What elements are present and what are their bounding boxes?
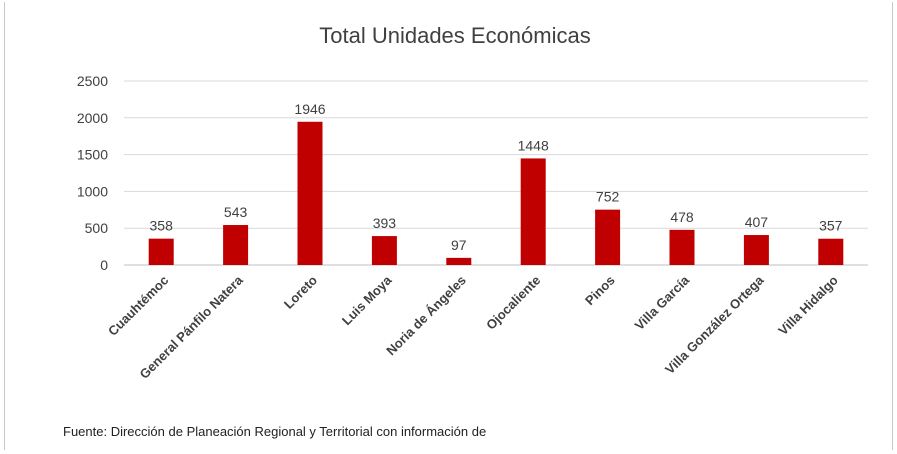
y-tick-label: 2000 bbox=[77, 110, 108, 126]
x-tick-label: Loreto bbox=[281, 272, 320, 311]
x-tick-label: Villa Hidalgo bbox=[775, 272, 841, 338]
bar bbox=[148, 238, 174, 265]
data-label: 357 bbox=[819, 218, 843, 234]
y-tick-label: 1000 bbox=[77, 183, 108, 199]
bar bbox=[223, 225, 249, 265]
data-label: 543 bbox=[224, 204, 248, 220]
x-tick-label: Cuauhtémoc bbox=[105, 273, 171, 339]
data-label: 1448 bbox=[518, 137, 549, 153]
x-tick-label: Luis Moya bbox=[339, 272, 395, 328]
data-labels: 358 543 1946 393 97 1448 752 478 407 357 bbox=[150, 101, 843, 253]
y-tick-label: 1500 bbox=[77, 147, 108, 163]
bars bbox=[148, 121, 844, 265]
bar bbox=[520, 158, 546, 265]
y-axis-ticks: 0 500 1000 1500 2000 2500 bbox=[77, 73, 108, 273]
gridlines bbox=[124, 80, 868, 266]
bar bbox=[297, 121, 323, 265]
y-tick-label: 2500 bbox=[77, 73, 108, 89]
bar bbox=[595, 209, 621, 265]
data-label: 752 bbox=[596, 189, 620, 205]
x-tick-label: Pinos bbox=[582, 273, 618, 309]
data-label: 407 bbox=[745, 214, 769, 230]
data-label: 393 bbox=[373, 215, 397, 231]
bar bbox=[818, 238, 844, 265]
data-label: 1946 bbox=[294, 101, 325, 117]
x-tick-label: Ojocaliente bbox=[483, 273, 543, 333]
data-label: 358 bbox=[150, 218, 174, 234]
chart-title: Total Unidades Económicas bbox=[319, 23, 590, 48]
data-label: 478 bbox=[670, 209, 694, 225]
y-tick-label: 500 bbox=[85, 220, 109, 236]
bar bbox=[446, 257, 472, 265]
x-tick-label: Villa García bbox=[632, 272, 693, 333]
bar bbox=[371, 236, 397, 265]
data-label: 97 bbox=[451, 237, 467, 253]
source-note: Fuente: Dirección de Planeación Regional… bbox=[63, 424, 487, 439]
bar bbox=[669, 229, 695, 265]
x-tick-label: Noria de Ángeles bbox=[383, 273, 469, 359]
y-tick-label: 0 bbox=[100, 257, 108, 273]
chart-frame bbox=[4, 2, 893, 450]
bar bbox=[743, 235, 769, 265]
